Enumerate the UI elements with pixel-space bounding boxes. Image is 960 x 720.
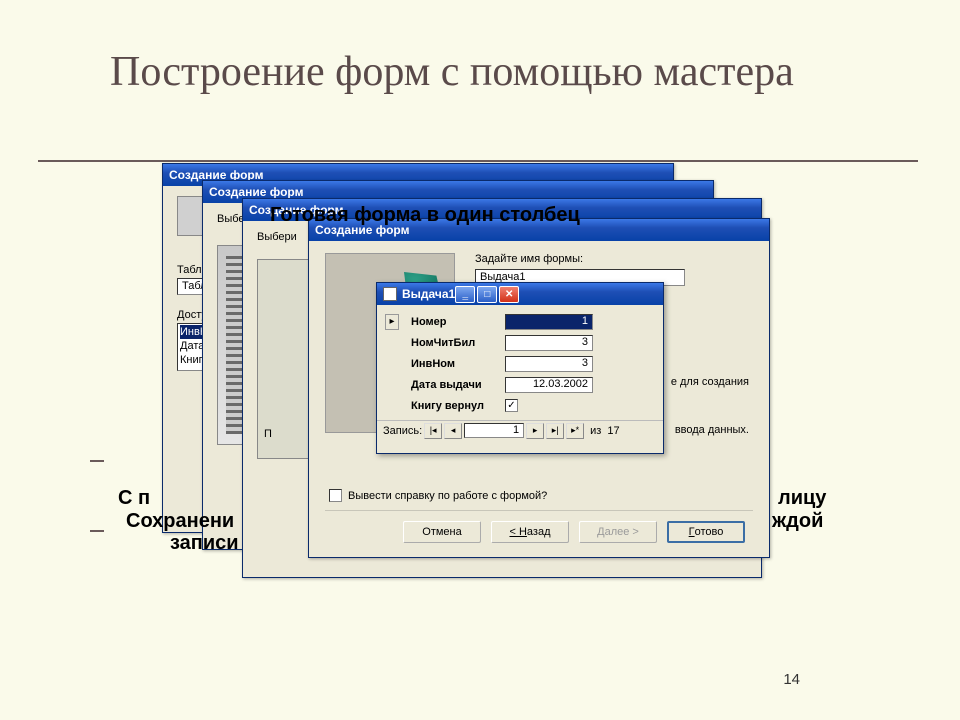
nav-prev-button[interactable]: ◂ — [444, 423, 462, 439]
record-number-input[interactable]: 1 — [464, 423, 524, 438]
label-form-name: Задайте имя формы: — [475, 253, 753, 265]
field-label: ИнвНом — [411, 358, 493, 370]
close-button[interactable]: ✕ — [499, 286, 519, 303]
nav-new-button[interactable]: ▸* — [566, 423, 584, 439]
maximize-button[interactable]: □ — [477, 286, 497, 303]
nav-next-button[interactable]: ▸ — [526, 423, 544, 439]
record-selector[interactable]: ▸ — [385, 314, 399, 330]
annotation-fragment: С п — [118, 487, 150, 510]
bullet-tick — [90, 530, 104, 532]
form-icon — [383, 287, 397, 301]
minimize-button[interactable]: ‗ — [455, 286, 475, 303]
window-title: Создание форм — [209, 185, 303, 199]
annotation-fragment: записи — [170, 532, 239, 555]
title-divider — [38, 160, 918, 162]
field-label: Дата выдачи — [411, 379, 493, 391]
record-total: 17 — [607, 425, 619, 437]
nav-first-button[interactable]: |◂ — [424, 423, 442, 439]
help-checkbox[interactable] — [329, 489, 342, 502]
record-label: Запись: — [383, 425, 422, 437]
result-form-window: Выдача1 ‗ □ ✕ ▸ Номер 1 НомЧитБил 3 ИнвН… — [376, 282, 664, 454]
cancel-button[interactable]: Отмена — [403, 521, 481, 543]
annotation-fragment: ждой — [772, 510, 823, 533]
annotation-ready-form: Готовая форма в один столбец — [270, 204, 580, 227]
window-title: Выдача1 — [402, 287, 455, 301]
annotation-fragment: лицу — [778, 487, 826, 510]
field-value-returned[interactable]: ✓ — [505, 399, 518, 412]
field-value-invnom[interactable]: 3 — [505, 356, 593, 372]
bullet-tick — [90, 460, 104, 462]
field-label: Книгу вернул — [411, 400, 493, 412]
annotation-fragment: Сохранени — [126, 510, 234, 533]
nav-last-button[interactable]: ▸| — [546, 423, 564, 439]
help-checkbox-label: Вывести справку по работе с формой? — [348, 490, 547, 502]
record-of-label: из — [590, 425, 601, 437]
next-button: Далее > — [579, 521, 657, 543]
field-value-nomchitbil[interactable]: 3 — [505, 335, 593, 351]
field-value-date[interactable]: 12.03.2002 — [505, 377, 593, 393]
slide-title: Построение форм с помощью мастера — [110, 48, 794, 96]
finish-button[interactable]: Готово — [667, 521, 745, 543]
window-titlebar[interactable]: Выдача1 ‗ □ ✕ — [377, 283, 663, 305]
record-navigator: Запись: |◂ ◂ 1 ▸ ▸| ▸* из 17 — [377, 420, 663, 440]
field-label: НомЧитБил — [411, 337, 493, 349]
wizard-button-row: Отмена < Назад Далее > Готово — [325, 510, 753, 547]
field-label: Номер — [411, 316, 493, 328]
form-body: ▸ Номер 1 НомЧитБил 3 ИнвНом 3 Дата выда… — [377, 305, 663, 420]
slide-number: 14 — [783, 671, 800, 688]
field-value-nomer[interactable]: 1 — [505, 314, 593, 330]
back-button[interactable]: < Назад — [491, 521, 569, 543]
